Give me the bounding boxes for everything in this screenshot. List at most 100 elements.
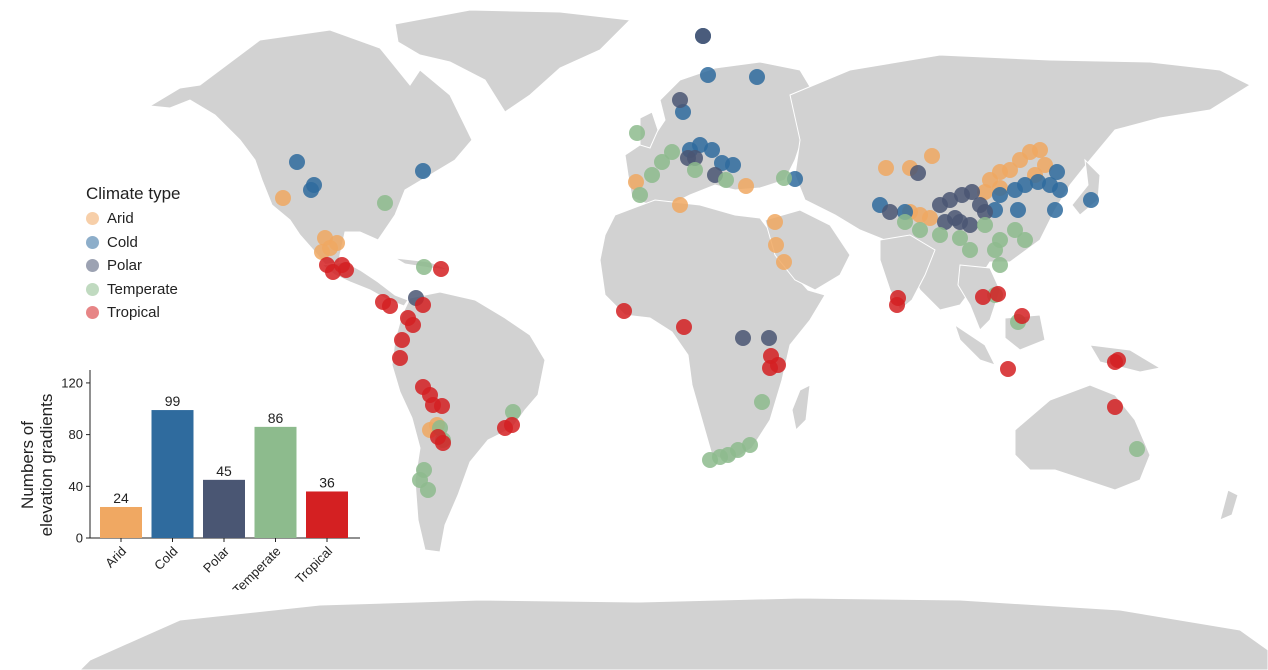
legend-label: Polar	[107, 257, 143, 275]
site-marker-cold	[1052, 182, 1068, 198]
x-tick-label: Tropical	[292, 543, 335, 586]
site-marker-cold	[1049, 164, 1065, 180]
site-marker-cold	[700, 67, 716, 83]
greenland	[394, 9, 632, 113]
site-marker-polar	[962, 217, 978, 233]
site-marker-temperate	[664, 144, 680, 160]
site-marker-tropical	[990, 286, 1006, 302]
site-marker-tropical	[616, 303, 632, 319]
site-marker-temperate	[632, 187, 648, 203]
bar-value-label: 36	[319, 474, 335, 490]
site-marker-temperate	[987, 242, 1003, 258]
site-marker-tropical	[1014, 308, 1030, 324]
site-marker-temperate	[932, 227, 948, 243]
site-marker-arid	[776, 254, 792, 270]
australia	[1014, 384, 1151, 491]
cold-swatch-icon	[86, 235, 99, 249]
site-marker-temperate	[912, 222, 928, 238]
site-marker-cold	[415, 163, 431, 179]
site-marker-polar	[695, 28, 711, 44]
legend-item-arid: Arid	[86, 207, 180, 231]
site-marker-tropical	[504, 417, 520, 433]
site-marker-temperate	[1129, 441, 1145, 457]
tropical-swatch-icon	[86, 306, 99, 320]
new-zealand	[1219, 489, 1239, 521]
site-marker-arid	[738, 178, 754, 194]
bar-arid	[100, 506, 142, 538]
y-tick-label: 40	[69, 479, 83, 494]
site-marker-temperate	[644, 167, 660, 183]
x-tick-label: Temperate	[230, 544, 284, 590]
britain	[639, 111, 659, 149]
site-marker-tropical	[1000, 361, 1016, 377]
site-marker-temperate	[962, 242, 978, 258]
site-marker-tropical	[382, 298, 398, 314]
legend-item-polar: Polar	[86, 254, 180, 278]
bar-plot-area: 0 40 80 120 24 Arid 99 Cold 45 Polar 86 Temperate 36…	[61, 370, 360, 590]
bar-value-label: 24	[113, 490, 129, 506]
y-tick-label: 80	[69, 427, 83, 442]
site-marker-polar	[910, 165, 926, 181]
site-marker-tropical	[770, 357, 786, 373]
north-america	[148, 29, 473, 271]
madagascar	[791, 384, 811, 432]
site-marker-cold	[1083, 192, 1099, 208]
site-marker-arid	[768, 237, 784, 253]
sumatra	[954, 323, 996, 366]
legend: Climate type Arid Cold Polar Temperate T…	[86, 184, 180, 325]
bar-polar	[203, 479, 245, 538]
y-axis-label-line2: elevation gradients	[37, 394, 56, 537]
site-marker-cold	[704, 142, 720, 158]
site-marker-tropical	[889, 297, 905, 313]
legend-title: Climate type	[86, 184, 181, 203]
site-marker-arid	[924, 148, 940, 164]
x-tick-label: Polar	[200, 543, 233, 576]
site-marker-polar	[761, 330, 777, 346]
x-tick-label: Cold	[151, 544, 181, 574]
site-marker-arid	[878, 160, 894, 176]
bar-temperate	[254, 426, 297, 538]
site-marker-cold	[749, 69, 765, 85]
site-marker-cold	[289, 154, 305, 170]
site-marker-tropical	[1110, 352, 1126, 368]
y-tick-label: 120	[61, 375, 83, 390]
site-marker-temperate	[702, 452, 718, 468]
site-marker-temperate	[897, 214, 913, 230]
bar-tropical	[306, 491, 348, 538]
site-marker-polar	[964, 184, 980, 200]
site-marker-arid	[912, 207, 928, 223]
legend-label: Arid	[107, 210, 134, 228]
site-marker-tropical	[435, 435, 451, 451]
antarctica	[79, 597, 1268, 670]
site-marker-cold	[1047, 202, 1063, 218]
site-marker-arid	[275, 190, 291, 206]
site-marker-temperate	[377, 195, 393, 211]
site-marker-tropical	[338, 262, 354, 278]
site-marker-tropical	[415, 297, 431, 313]
site-marker-arid	[314, 244, 330, 260]
site-marker-cold	[1030, 174, 1046, 190]
y-tick-label: 0	[76, 531, 83, 546]
site-marker-temperate	[687, 162, 703, 178]
bar-value-label: 45	[216, 463, 232, 479]
site-marker-cold	[692, 137, 708, 153]
site-marker-tropical	[1107, 399, 1123, 415]
legend-label: Tropical	[107, 304, 160, 322]
site-marker-cold	[992, 187, 1008, 203]
site-marker-tropical	[394, 332, 410, 348]
site-marker-temperate	[412, 472, 428, 488]
legend-item-cold: Cold	[86, 231, 180, 255]
site-marker-polar	[882, 204, 898, 220]
site-marker-tropical	[434, 398, 450, 414]
legend-label: Temperate	[107, 280, 178, 298]
site-marker-cold	[725, 157, 741, 173]
site-marker-temperate	[629, 125, 645, 141]
site-marker-temperate	[505, 404, 521, 420]
polar-swatch-icon	[86, 259, 99, 273]
legend-item-tropical: Tropical	[86, 301, 180, 325]
legend-item-temperate: Temperate	[86, 278, 180, 302]
site-marker-polar	[977, 204, 993, 220]
site-marker-polar	[942, 192, 958, 208]
site-marker-cold	[303, 182, 319, 198]
site-marker-temperate	[742, 437, 758, 453]
